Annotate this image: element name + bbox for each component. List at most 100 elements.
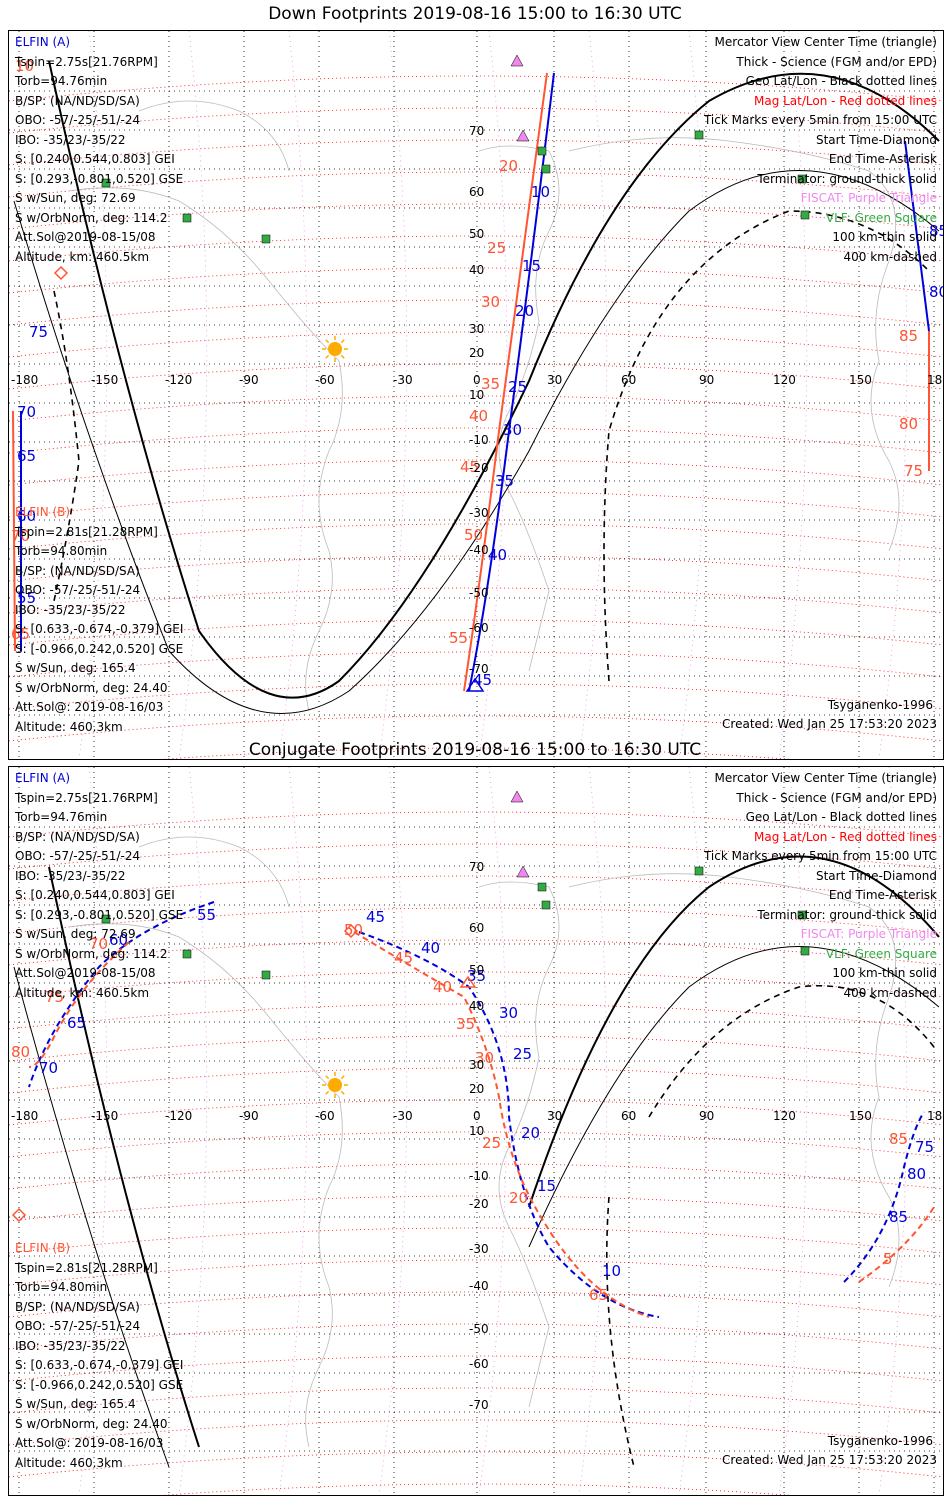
sun-ray (325, 354, 330, 359)
latitude-label: 60 (469, 185, 484, 199)
elfin-a-tick-label: 85 (889, 1208, 908, 1226)
longitude-label: 180 (927, 373, 943, 387)
terminator (13, 60, 940, 714)
longitude-labels: -180 -150 -120 -90 -60 -30 0 30 60 90 120 150 180 (11, 373, 943, 387)
longitude-label: -60 (315, 373, 335, 387)
elfin-b-track (353, 931, 650, 1318)
terminator-100km (13, 946, 940, 1468)
mag-lat-line (9, 683, 943, 710)
elfin-b-line: Tspin=2.81s[21.28RPM] (15, 524, 158, 539)
elfin-b-line: Att.Sol@: 2019-08-16/03 (15, 1436, 164, 1450)
elfin-a-tick-label: 80 (907, 1165, 926, 1183)
created-label: Created: Wed Jan 25 17:53:20 2023 (722, 717, 937, 731)
elfin-a-tick-label: 30 (503, 421, 522, 439)
mag-lat-line (9, 555, 943, 582)
mag-lat-line (9, 1291, 943, 1318)
elfin-b-name: ELFIN (B) (15, 1241, 71, 1255)
elfin-b-tick-label: 40 (469, 407, 488, 425)
elfin-a-tick-label: 40 (488, 546, 507, 564)
vlf-square (800, 946, 810, 956)
elfin-a-tick-label: 75 (29, 323, 48, 341)
vlf-square (261, 234, 271, 244)
elfin-b-tick-label: 40 (433, 978, 452, 996)
model-label: Tsyganenko-1996 (827, 1434, 933, 1448)
legend-item: 100 km-thin solid (832, 966, 937, 980)
terminator-ground (48, 855, 940, 1448)
elfin-b-tick-label: 70 (89, 935, 108, 953)
longitude-label: 90 (699, 1109, 714, 1123)
elfin-b-tick-label: 30 (475, 1049, 494, 1067)
legend-item: Geo Lat/Lon - Black dotted lines (745, 810, 937, 824)
elfin-a-tick-label: 25 (513, 1045, 532, 1063)
longitude-label: 0 (473, 1109, 481, 1123)
mag-lon-line (578, 767, 608, 1495)
elfin-a-line: Torb=94.76min (15, 810, 108, 824)
latitude-label: 40 (469, 263, 484, 277)
longitude-label: -180 (11, 1109, 38, 1123)
longitude-label: -150 (91, 373, 118, 387)
latitude-label: 70 (469, 860, 484, 874)
vlf-square (694, 130, 704, 140)
legend-item: FISCAT: Purple Triangle (800, 927, 937, 941)
latitude-label: 60 (469, 921, 484, 935)
latitude-label: 50 (469, 227, 484, 241)
legend-item: 400 km-dashed (843, 985, 937, 1000)
elfin-a-line: IBO: -35/23/-35/22 (15, 868, 126, 883)
mag-lat-line (9, 651, 943, 678)
elfin-b-line: S w/OrbNorm, deg: 24.40 (15, 1416, 168, 1431)
legend-item: Mercator View Center Time (triangle) (714, 35, 937, 49)
mag-lat-line (9, 715, 943, 742)
elfin-b-info: ELFIN (B) Tspin=2.81s[21.28RPM] Torb=94.… (15, 503, 183, 737)
elfin-b-line: S: [-0.966,0.242,0.520] GSE (15, 641, 184, 656)
mag-lon-line (378, 767, 408, 1495)
legend-item: Start Time-Diamond (815, 132, 937, 147)
elfin-b-tick-label: 65 (589, 1286, 608, 1304)
vlf-square (101, 914, 111, 924)
sun-ray (340, 339, 345, 344)
longitude-label: -90 (239, 373, 259, 387)
legend-item: VLF: Green Square (825, 210, 937, 225)
mag-lat-line (9, 267, 943, 294)
sun-icon (322, 1072, 348, 1098)
latitude-labels: 70 60 50 40 30 20 10 -10 -20 -30 -40 -50 -60 -70 (469, 124, 489, 676)
latitude-label: 10 (469, 1124, 484, 1138)
elfin-a-tick-label: 85 (929, 222, 943, 240)
mag-lat-line (9, 427, 943, 454)
elfin-a-name: ELFIN (A) (15, 35, 71, 49)
elfin-a-tick-label: 55 (17, 589, 36, 607)
latitude-label: -60 (469, 1357, 489, 1371)
fiscat-triangle (516, 865, 530, 878)
latitude-label: -60 (469, 621, 489, 635)
elfin-b-line: OBO: -57/-25/-51/-24 (15, 1319, 141, 1333)
elfin-b-track (463, 72, 548, 692)
latitude-label: -40 (469, 543, 489, 557)
latitude-label: 50 (469, 963, 484, 977)
legend-item: Thick - Science (FGM and/or EPD) (736, 54, 937, 69)
mag-lat-line (9, 1323, 943, 1350)
down-footprints-panel: 10 15 20 25 30 35 40 45 85 80 75 70 65 60 55 10 20 25 30 35… (8, 30, 944, 760)
elfin-b-line: IBO: -35/23/-35/22 (15, 602, 126, 617)
latitude-label: -30 (469, 506, 489, 520)
terminator-400km (53, 210, 930, 682)
elfin-a-tick-label: 15 (522, 257, 541, 275)
mag-lon-line (278, 31, 308, 759)
elfin-b-tick-label: 80 (899, 415, 918, 433)
elfin-a-line: Tspin=2.75s[21.76RPM] (15, 54, 158, 69)
longitude-label: 180 (927, 1109, 943, 1123)
latitude-label: -40 (469, 1279, 489, 1293)
elfin-a-track (843, 1111, 925, 1283)
elfin-a-info: ELFIN (A) Tspin=2.75s[21.76RPM] Torb=94.… (15, 769, 183, 1003)
mag-lat-line (9, 587, 943, 614)
elfin-a-tick-label: 30 (499, 1004, 518, 1022)
latitude-label: -70 (469, 1398, 489, 1412)
elfin-b-tick-label: 85 (889, 1130, 908, 1148)
vlf-square (182, 213, 192, 223)
vlf-square (800, 210, 810, 220)
mag-lat-line (9, 523, 943, 550)
mag-lat-line (9, 1067, 943, 1094)
conjugate-footprints-panel: 35 40 45 25 30 20 15 10 55 60 65 70 75 80 85 50 45 40 35 30… (8, 766, 944, 1496)
elfin-a-line: S w/Sun, deg: 72.69 (15, 927, 136, 941)
latitude-label: -20 (469, 461, 489, 475)
elfin-a-tick-label: 45 (366, 908, 385, 926)
elfin-a-tick-label: 70 (17, 403, 36, 421)
